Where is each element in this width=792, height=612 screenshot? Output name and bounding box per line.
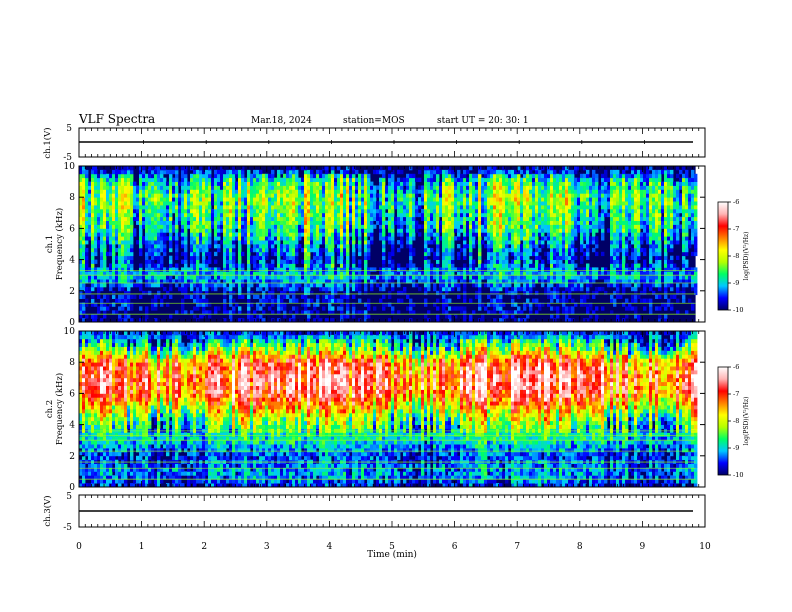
time-tick-4: 4: [327, 542, 333, 552]
ch1-colorbar-tick--10: -10: [733, 306, 743, 314]
ch1-colorbar-tick--9: -9: [733, 279, 739, 287]
ch1-ytick-4: 4: [69, 256, 75, 266]
header-start-time: start UT = 20: 30: 1: [437, 116, 529, 126]
ch1-spectrogram-xticks: [78, 166, 706, 322]
ch3-voltage-panel: 5 -5 ch.3(V): [42, 492, 706, 533]
ch2-colorbar-tick--8: -8: [733, 417, 739, 425]
ch1-ytick-10: 10: [64, 162, 76, 172]
time-axis-tick-labels: 0 1 2 3 4 5 6 7 8 9 10: [76, 542, 711, 552]
ch1-voltage-panel: 5 -5 ch.1(V): [42, 124, 706, 163]
time-tick-8: 8: [577, 542, 583, 552]
ch1-ytick-top: 5: [66, 124, 72, 134]
ch2-spectrogram-panel: 0 2 4 6 8 10 ch.2 Frequency (kHz): [45, 327, 706, 493]
ch2-spectrogram-image: [79, 331, 698, 487]
ch3-ytick-bottom: -5: [63, 523, 72, 533]
time-tick-2: 2: [201, 542, 207, 552]
ch2-colorbar-tick--7: -7: [733, 390, 739, 398]
ch1-colorbar-tick--7: -7: [733, 225, 739, 233]
ch1-spectrogram-panel: 0 2 4 6 8 10 ch.1 Frequency (kHz): [45, 162, 706, 328]
ch2-spectrogram-xticks: [78, 331, 706, 487]
ch1-colorbar-tick--6: -6: [733, 198, 739, 206]
ch1-colorbar: -6 -7 -8 -9 -10 log(PSD)(V²/Hz): [717, 198, 750, 314]
time-tick-9: 9: [640, 542, 646, 552]
time-tick-7: 7: [514, 542, 520, 552]
time-tick-10: 10: [699, 542, 711, 552]
time-tick-6: 6: [452, 542, 458, 552]
ch1-ytick-bottom: -5: [63, 153, 72, 163]
ch2-frequency-ylabel: Frequency (kHz): [54, 373, 65, 445]
ch2-colorbar: -6 -7 -8 -9 -10 log(PSD)(V²/Hz): [717, 363, 750, 479]
ch2-ytick-2: 2: [69, 452, 75, 462]
time-tick-5: 5: [389, 542, 395, 552]
ch2-colorbar-label: log(PSD)(V²/Hz): [743, 397, 750, 446]
ch1-colorbar-scale: [717, 201, 729, 311]
ch1-ytick-0: 0: [69, 318, 75, 328]
ch2-colorbar-tick--10: -10: [733, 471, 743, 479]
ch2-channel-label: ch.2: [45, 400, 55, 418]
time-axis-label: Time (min): [367, 549, 417, 560]
ch2-colorbar-tick--9: -9: [733, 444, 739, 452]
ch2-ytick-6: 6: [69, 389, 75, 399]
ch2-spectrogram-yticks: 0 2 4 6 8 10: [64, 327, 705, 493]
ch3-voltage-xticks: [78, 495, 706, 527]
ch1-spectrogram-image: [79, 166, 698, 322]
ch2-colorbar-tick--6: -6: [733, 363, 739, 371]
ch2-ytick-0: 0: [69, 483, 75, 493]
time-tick-1: 1: [139, 542, 145, 552]
figure-title: VLF Spectra: [78, 112, 155, 126]
ch1-ytick-2: 2: [69, 287, 75, 297]
ch1-ytick-8: 8: [69, 193, 75, 203]
ch1-voltage-ylabel: ch.1(V): [42, 127, 53, 158]
ch1-colorbar-label: log(PSD)(V²/Hz): [743, 232, 750, 281]
ch1-colorbar-tick--8: -8: [733, 252, 739, 260]
ch1-spectrogram-yticks: 0 2 4 6 8 10: [64, 162, 705, 328]
ch3-ytick-top: 5: [66, 492, 72, 502]
header-station: station=MOS: [343, 116, 405, 126]
ch1-voltage-xticks: [78, 128, 706, 157]
ch1-ytick-6: 6: [69, 224, 75, 234]
ch2-colorbar-scale: [717, 366, 729, 476]
ch2-ytick-4: 4: [69, 421, 75, 431]
time-tick-3: 3: [264, 542, 270, 552]
ch3-voltage-ylabel: ch.3(V): [42, 495, 53, 526]
ch2-ytick-8: 8: [69, 358, 75, 368]
ch1-frequency-ylabel: Frequency (kHz): [54, 208, 65, 280]
ch2-ytick-10: 10: [64, 327, 76, 337]
header-date: Mar.18, 2024: [251, 116, 312, 126]
ch1-channel-label: ch.1: [45, 235, 55, 253]
time-tick-0: 0: [76, 542, 82, 552]
